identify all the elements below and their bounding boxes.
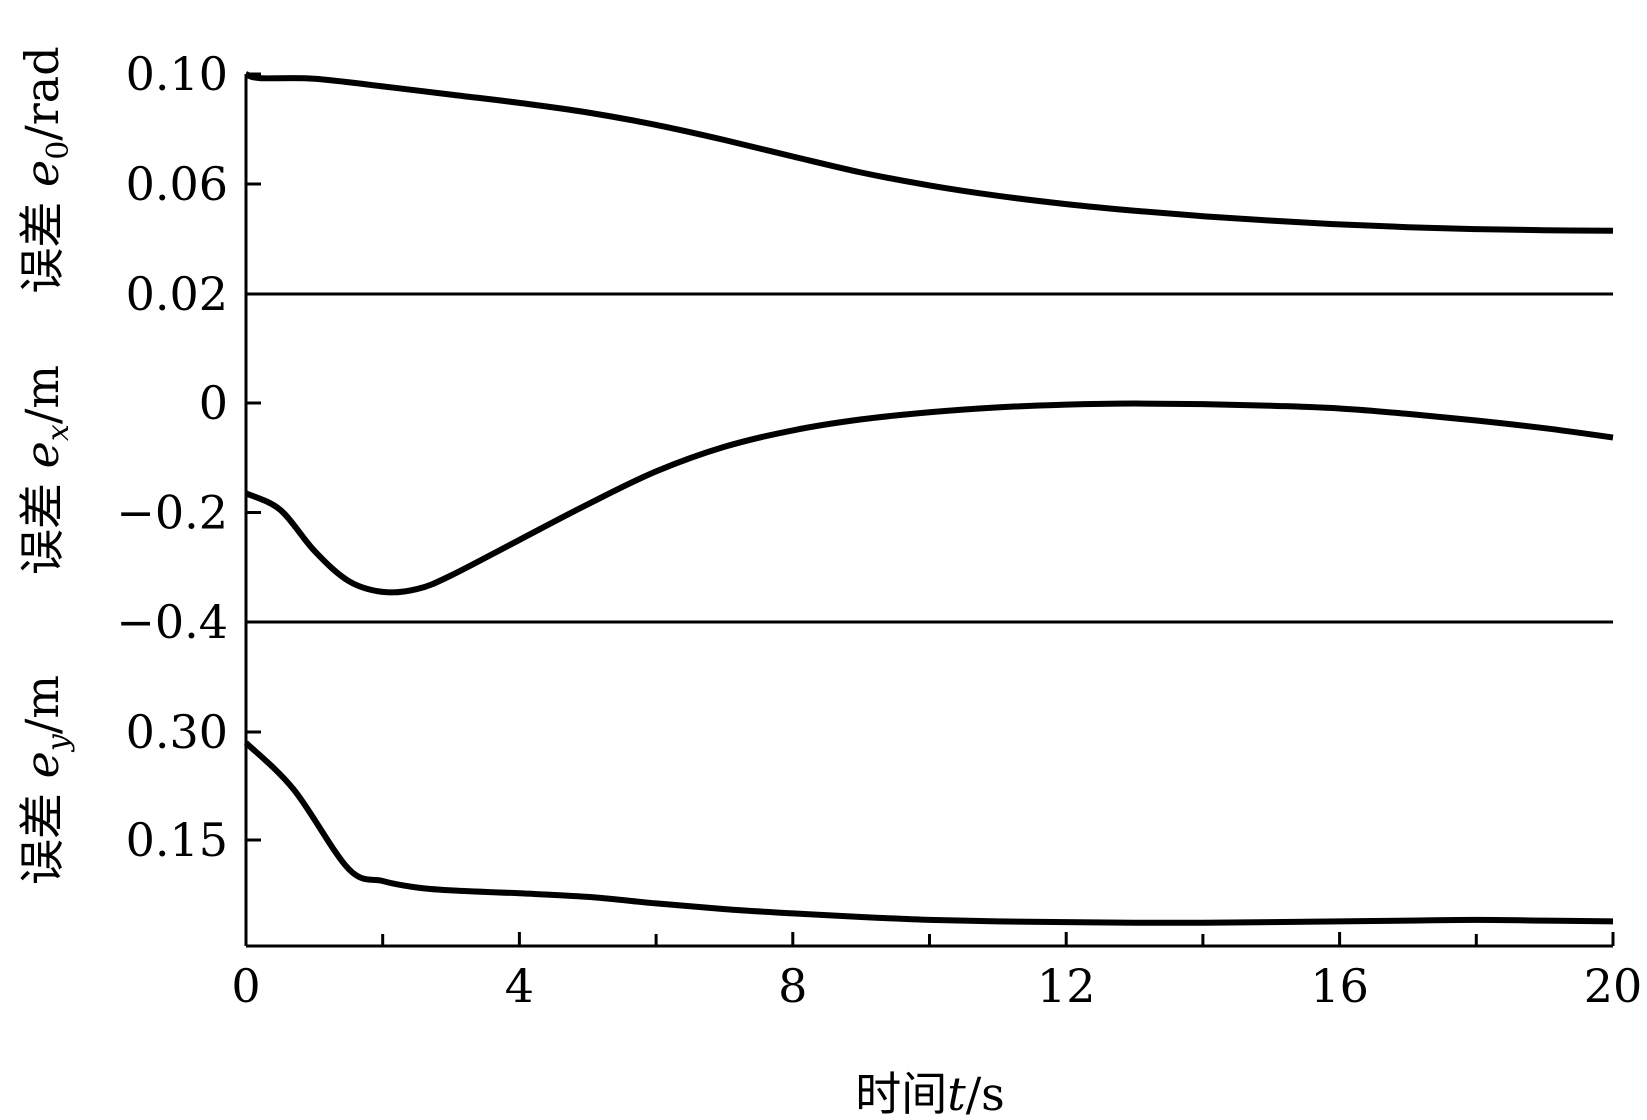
y-title-e0-unit: /rad [15, 46, 69, 140]
y-title-ex-var: e [15, 441, 69, 468]
y-title-e0: 误差 e0/rad [15, 46, 76, 293]
y-tick-label: 0 [199, 376, 228, 430]
y-tick-label: 0.30 [126, 705, 228, 759]
y-title-ey: 误差 ey/m [15, 675, 76, 885]
y-title-ey-var: e [15, 751, 69, 778]
y-tick-label: 0.06 [126, 157, 228, 211]
x-tick-label: 12 [1037, 959, 1096, 1013]
y-tick-label: −0.4 [116, 595, 228, 649]
series-line-e0 [244, 71, 1614, 234]
y-title-ex: 误差 ex/m [15, 365, 76, 575]
y-title-ex-unit: /m [15, 365, 69, 424]
svg-text:误差 ex/m: 误差 ex/m [15, 365, 76, 575]
x-axis-title-unit: /s [966, 1067, 1005, 1120]
y-title-ex-sub: x [41, 424, 76, 441]
y-tick-label: 0.02 [126, 267, 228, 321]
y-title-ex-prefix: 误差 [15, 468, 69, 575]
y-title-e0-sub: 0 [41, 141, 76, 160]
y-title-ey-prefix: 误差 [15, 778, 69, 885]
y-title-ey-sub: y [41, 733, 76, 753]
y-title-e0-prefix: 误差 [15, 187, 69, 294]
x-axis-title-var: t [947, 1067, 966, 1120]
svg-text:误差 ey/m: 误差 ey/m [15, 675, 76, 885]
x-axis-title: 时间t/s [855, 1067, 1005, 1120]
ticks-layer: 0 4 8 12 16 20 0.10 0.06 0.02 0 −0.2 −0.4 0.30 0.15 [116, 47, 1642, 1013]
x-tick-label: 16 [1310, 959, 1369, 1013]
series-line-ey [243, 740, 1614, 926]
series-layer [243, 71, 1614, 926]
y-title-ey-unit: /m [15, 675, 69, 734]
x-tick-label: 20 [1584, 959, 1643, 1013]
x-tick-label: 4 [505, 959, 534, 1013]
x-tick-label: 0 [231, 959, 260, 1013]
series-line-ex [244, 400, 1614, 596]
y-tick-label: 0.10 [126, 47, 228, 101]
y-title-e0-var: e [15, 160, 69, 187]
x-axis-title-prefix: 时间 [855, 1067, 947, 1120]
y-tick-label: −0.2 [116, 486, 228, 540]
y-tick-label: 0.15 [126, 813, 228, 867]
svg-text:误差 e0/rad: 误差 e0/rad [15, 46, 76, 293]
x-tick-label: 8 [778, 959, 807, 1013]
